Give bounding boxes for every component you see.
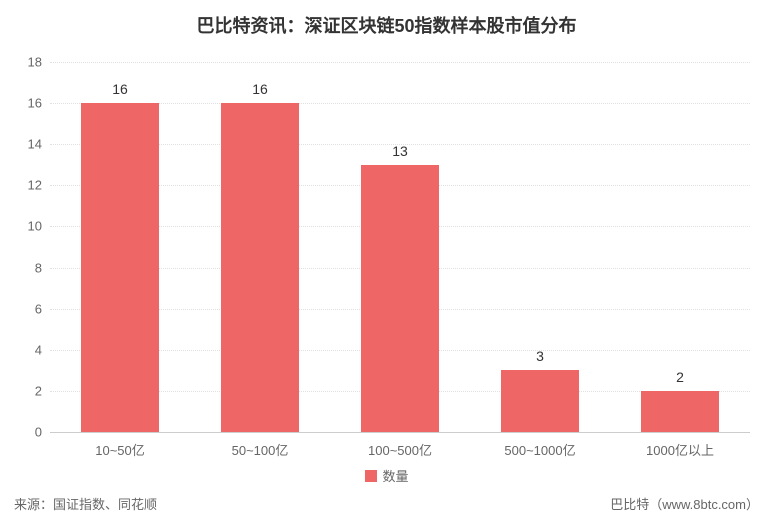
bar: 16 xyxy=(221,103,299,432)
bar: 16 xyxy=(81,103,159,432)
x-category-label: 10~50亿 xyxy=(95,432,145,459)
y-tick-label: 6 xyxy=(35,301,50,316)
chart-container: 巴比特资讯：深证区块链50指数样本股市值分布 02468101214161816… xyxy=(0,0,773,517)
bar-value-label: 16 xyxy=(112,81,128,103)
bar-value-label: 3 xyxy=(536,348,544,370)
bar: 2 xyxy=(641,391,719,432)
bar-value-label: 13 xyxy=(392,143,408,165)
y-tick-label: 8 xyxy=(35,260,50,275)
y-tick-label: 4 xyxy=(35,342,50,357)
bar: 3 xyxy=(501,370,579,432)
chart-title: 巴比特资讯：深证区块链50指数样本股市值分布 xyxy=(0,0,773,38)
attribution-text: 巴比特（www.8btc.com） xyxy=(610,494,759,513)
legend-swatch xyxy=(364,470,376,482)
source-text: 来源：国证指数、同花顺 xyxy=(14,494,157,513)
bar: 13 xyxy=(361,165,439,432)
legend: 数量 xyxy=(364,466,408,485)
x-category-label: 500~1000亿 xyxy=(504,432,575,459)
y-tick-label: 16 xyxy=(28,96,50,111)
y-tick-label: 14 xyxy=(28,137,50,152)
y-tick-label: 18 xyxy=(28,55,50,70)
x-category-label: 100~500亿 xyxy=(368,432,432,459)
y-tick-label: 2 xyxy=(35,383,50,398)
plot-area: 0246810121416181610~50亿1650~100亿13100~50… xyxy=(50,62,750,432)
x-category-label: 1000亿以上 xyxy=(646,432,714,459)
bar-value-label: 2 xyxy=(676,369,684,391)
legend-label: 数量 xyxy=(382,466,408,485)
y-tick-label: 12 xyxy=(28,178,50,193)
y-tick-label: 10 xyxy=(28,219,50,234)
x-category-label: 50~100亿 xyxy=(232,432,289,459)
y-tick-label: 0 xyxy=(35,425,50,440)
bar-value-label: 16 xyxy=(252,81,268,103)
gridline xyxy=(50,62,750,63)
